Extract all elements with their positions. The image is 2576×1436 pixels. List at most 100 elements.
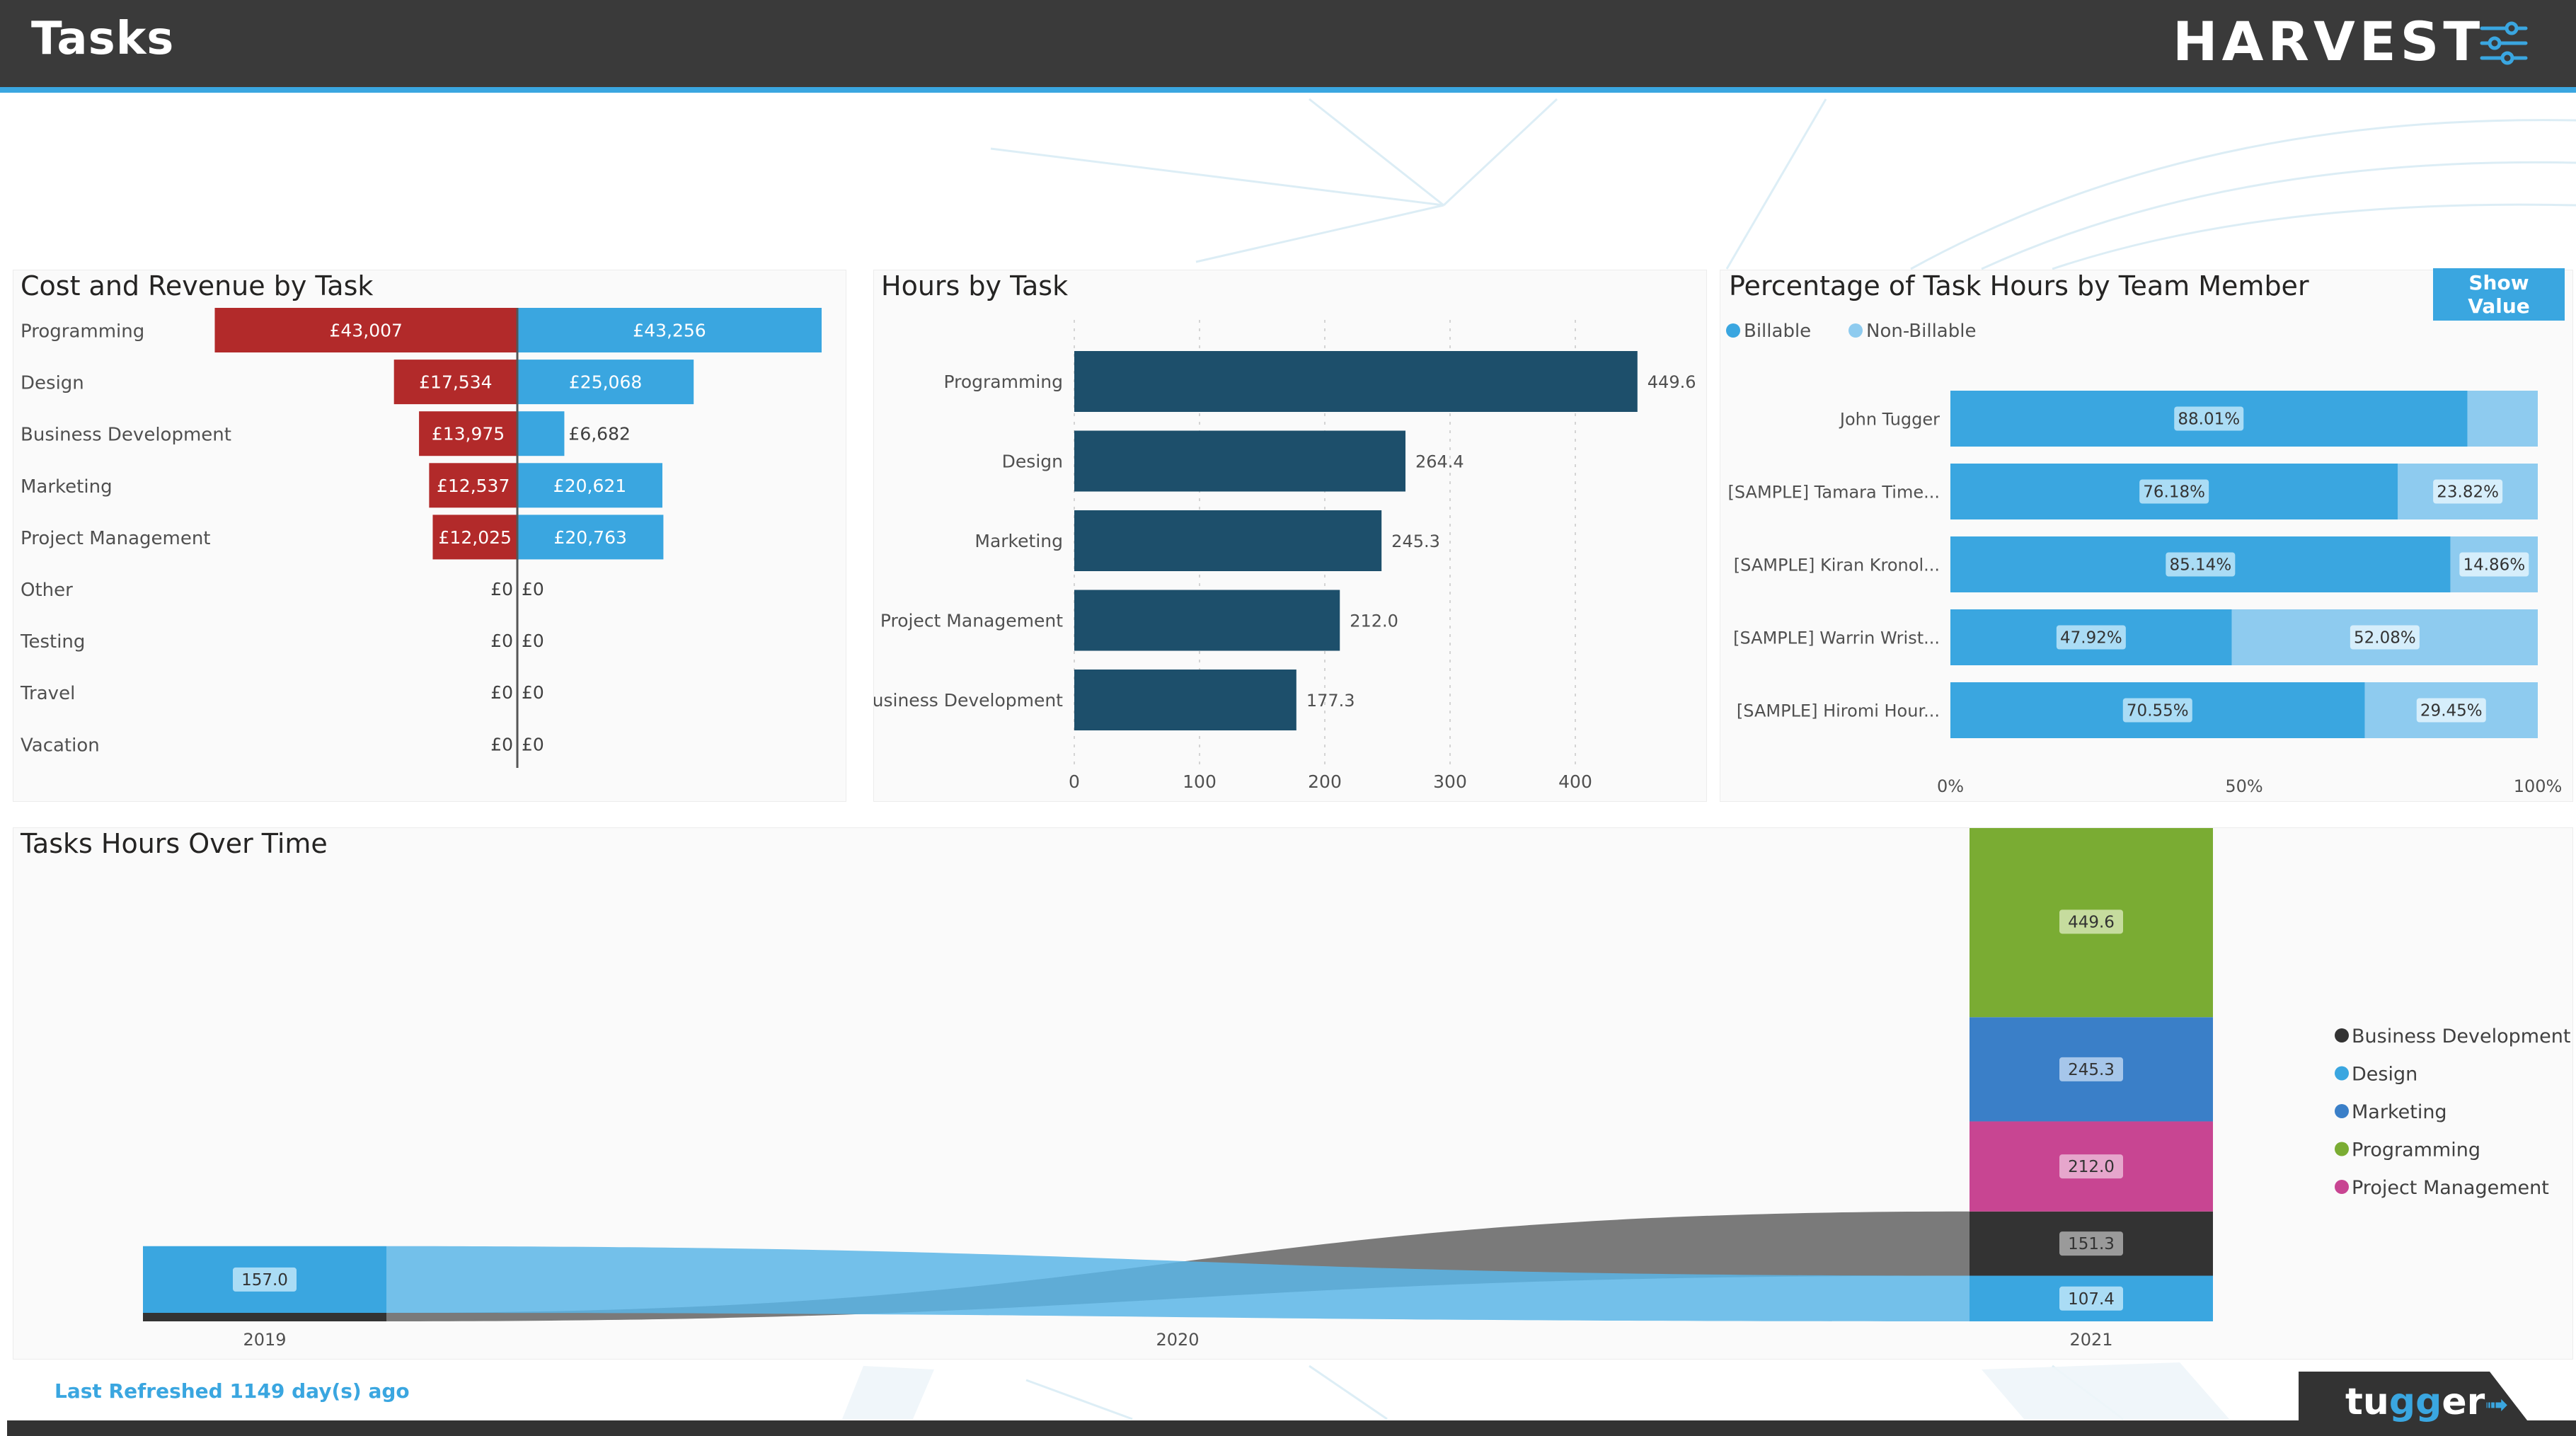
legend-marker — [2335, 1180, 2349, 1194]
category-label: Marketing — [974, 531, 1063, 551]
hours-by-task-chart: 0 100 200 300 400 Programming 449.6 Design 264.4… — [874, 320, 1696, 792]
revenue-value-label: £0 — [522, 631, 544, 651]
revenue-value-label: £20,763 — [554, 527, 627, 548]
tugger-logo-background — [2299, 1372, 2539, 1436]
category-label: Programming — [944, 372, 1064, 392]
value-label: 157.0 — [241, 1271, 288, 1289]
hours-by-task-panel: Hours by Task 0 100 200 300 400 Programming 44… — [873, 270, 1707, 802]
cost-value-label: £12,025 — [439, 527, 512, 548]
cost-bar — [214, 308, 517, 352]
last-refreshed-text: Last Refreshed 1149 day(s) ago — [54, 1379, 410, 1403]
value-label: 70.55% — [2127, 702, 2189, 720]
value-label-badge — [2350, 625, 2420, 650]
legend-marker — [2335, 1104, 2349, 1118]
category-label: Business Development — [21, 425, 231, 446]
revenue-value-label: £25,068 — [569, 372, 642, 393]
business-development-column-segment — [143, 1313, 386, 1321]
cost-revenue-chart: Programming £43,007 £43,256 Design £17,534 £2… — [20, 308, 822, 768]
hours-over-time-chart: 157.0 107.4 151.3 212.0 245.3 449.6 2019 2020 20… — [143, 828, 2570, 1350]
value-label-badge — [2059, 1231, 2123, 1256]
arrow-icon: ➟ — [2485, 1389, 2509, 1421]
hours-bar — [1074, 510, 1382, 571]
x-tick-label: 2021 — [2069, 1330, 2112, 1350]
revenue-value-label: £20,621 — [553, 476, 626, 496]
category-label: Vacation — [21, 735, 100, 756]
cost-bar — [419, 411, 517, 456]
hours-value-label: 177.3 — [1306, 691, 1355, 711]
revenue-value-label: £0 — [522, 682, 544, 703]
revenue-bar — [517, 463, 662, 508]
pct-task-hours-title: Percentage of Task Hours by Team Member — [1729, 270, 2309, 301]
value-label: 52.08% — [2354, 629, 2416, 648]
value-label: 23.82% — [2437, 483, 2499, 502]
revenue-value-label: £0 — [522, 734, 544, 754]
footer-band — [7, 1420, 2576, 1436]
cost-bar — [393, 360, 517, 405]
harvest-logo: HARVEST — [2173, 10, 2485, 73]
x-tick-label: 400 — [1558, 771, 1592, 792]
hours-value-label: 212.0 — [1350, 611, 1398, 631]
value-label: 212.0 — [2068, 1158, 2115, 1176]
x-tick-label: 0 — [1069, 771, 1080, 792]
value-label-badge — [2122, 698, 2192, 723]
revenue-value-label: £0 — [522, 579, 544, 599]
x-tick-label: 100% — [2514, 776, 2563, 796]
revenue-bar — [517, 308, 822, 352]
tugger-logo-gg: gg — [2388, 1381, 2442, 1423]
category-label: Business Development — [874, 690, 1063, 711]
hours-bar — [1074, 430, 1405, 492]
value-label-badge — [2433, 479, 2503, 504]
pct-task-hours-chart: Billable Non-Billable John Tugger 88.01% [SA… — [1726, 321, 2563, 796]
category-label: Travel — [20, 683, 75, 704]
hours-bar — [1074, 351, 1638, 412]
hours-by-task-title: Hours by Task — [881, 270, 1069, 301]
legend-marker — [1848, 323, 1863, 338]
value-label: 47.92% — [2060, 629, 2122, 648]
tugger-logo: tugger➟ — [2345, 1381, 2509, 1423]
value-label: 29.45% — [2420, 702, 2483, 720]
value-label-badge — [2059, 909, 2123, 934]
legend-label: Project Management — [2352, 1177, 2549, 1199]
hours-over-time-title: Tasks Hours Over Time — [21, 828, 328, 859]
cost-revenue-title: Cost and Revenue by Task — [21, 270, 374, 301]
cost-value-label: £0 — [490, 579, 513, 599]
revenue-value-label: £43,256 — [633, 321, 706, 341]
x-tick-label: 2020 — [1156, 1330, 1199, 1350]
hours-bar — [1074, 670, 1296, 730]
x-tick-label: 100 — [1183, 771, 1217, 792]
value-label-badge — [2059, 1057, 2123, 1081]
filter-sliders-icon[interactable] — [2479, 21, 2529, 65]
legend-marker — [2335, 1142, 2349, 1156]
value-label: 449.6 — [2068, 913, 2115, 931]
category-label: Testing — [20, 631, 85, 653]
page-title: Tasks — [31, 13, 175, 65]
value-label-badge — [2059, 1154, 2123, 1179]
revenue-bar — [517, 411, 565, 456]
legend-label: Non-Billable — [1866, 321, 1976, 342]
hours-value-label: 245.3 — [1391, 532, 1440, 551]
show-value-button[interactable]: Show Value — [2433, 268, 2565, 321]
x-tick-label: 2019 — [243, 1330, 286, 1350]
category-label: Design — [1002, 452, 1063, 472]
category-label: Marketing — [21, 476, 113, 498]
cost-value-label: £0 — [490, 631, 513, 651]
team-member-label: [SAMPLE] Tamara Time... — [1728, 483, 1940, 502]
legend-label: Programming — [2352, 1139, 2480, 1161]
value-label-badge — [2059, 1286, 2123, 1311]
value-label-badge — [233, 1267, 297, 1292]
legend-label: Design — [2352, 1064, 2417, 1086]
category-label: Project Management — [880, 611, 1063, 631]
team-member-label: [SAMPLE] Hiromi Hour... — [1737, 701, 1940, 721]
x-tick-label: 300 — [1433, 771, 1467, 792]
cost-revenue-panel: Cost and Revenue by Task Programming £43,… — [13, 270, 846, 802]
cost-value-label: £17,534 — [419, 372, 492, 393]
category-label: Design — [21, 373, 84, 394]
category-label: Programming — [21, 321, 144, 343]
team-member-label: [SAMPLE] Kiran Kronol... — [1734, 556, 1940, 575]
hours-bar — [1074, 590, 1340, 651]
value-label-badge — [2056, 625, 2126, 650]
header-bar: Tasks HARVEST — [0, 0, 2576, 93]
x-tick-label: 0% — [1937, 776, 1964, 796]
value-label-badge — [2174, 406, 2244, 431]
